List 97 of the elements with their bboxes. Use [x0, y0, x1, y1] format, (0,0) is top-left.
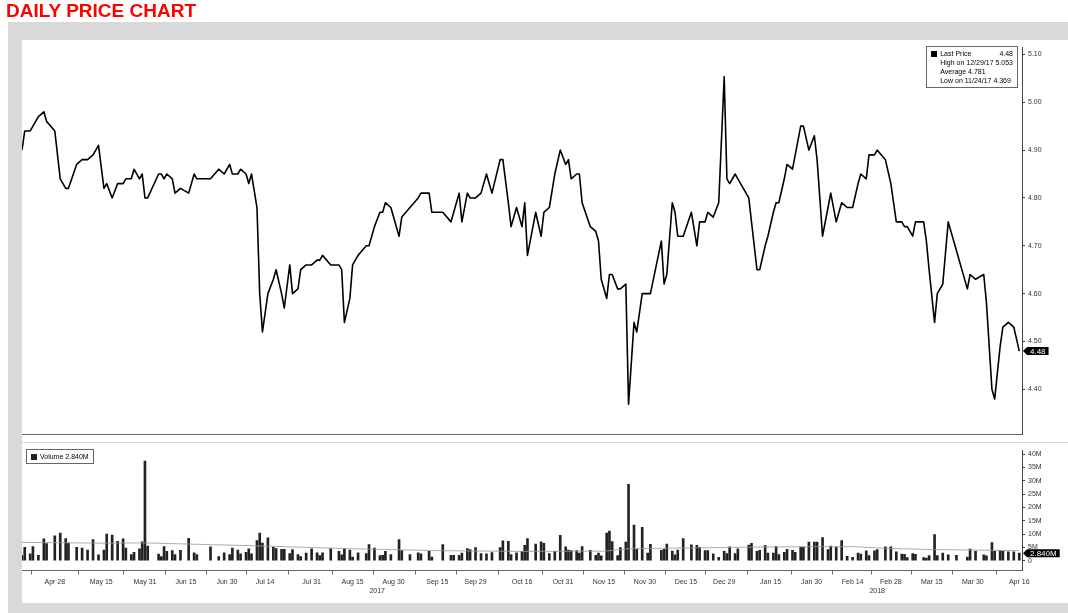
bar: [821, 537, 824, 561]
bar: [282, 548, 286, 561]
bar: [608, 530, 611, 561]
bar: [665, 543, 669, 561]
bar: [97, 554, 100, 561]
bar: [105, 533, 109, 561]
bar: [588, 550, 592, 561]
bar: [840, 540, 843, 561]
bar: [922, 557, 925, 561]
bar: [864, 550, 868, 561]
bar: [933, 534, 936, 561]
bar: [851, 556, 854, 561]
bar: [564, 546, 568, 561]
bar: [649, 543, 652, 561]
bar: [640, 527, 644, 561]
bar: [157, 553, 160, 561]
bar: [547, 553, 551, 561]
bar: [553, 551, 557, 561]
bar: [1012, 551, 1016, 561]
bar: [239, 553, 242, 561]
bar: [67, 542, 70, 561]
bar: [575, 550, 578, 561]
bar: [834, 546, 838, 561]
bar: [884, 546, 887, 561]
bar: [941, 552, 945, 561]
bar: [1017, 552, 1021, 561]
bar: [829, 545, 833, 561]
bar: [569, 550, 573, 561]
bar: [594, 555, 598, 561]
bar: [914, 554, 917, 561]
bar: [179, 550, 182, 561]
bar: [170, 550, 174, 561]
bar: [567, 549, 570, 561]
bar: [23, 547, 27, 561]
bar: [526, 538, 529, 561]
bar: [75, 547, 78, 561]
bar: [58, 532, 62, 561]
bar: [343, 548, 346, 561]
bar: [597, 552, 600, 561]
bar: [64, 538, 68, 561]
bar: [711, 553, 715, 561]
bar: [280, 548, 283, 561]
bar: [217, 556, 221, 561]
bar: [670, 550, 674, 561]
bar: [599, 555, 603, 561]
bar: [974, 551, 977, 561]
bar: [485, 553, 488, 561]
bar: [799, 546, 803, 561]
bar: [86, 549, 89, 561]
annotation: 4.48: [1030, 346, 1047, 356]
bar: [373, 547, 376, 561]
bar: [717, 556, 721, 561]
bar: [676, 549, 680, 561]
annotation: 2.840M: [1030, 548, 1058, 558]
bar: [258, 532, 262, 561]
bar: [45, 543, 48, 561]
bar: [875, 549, 879, 561]
bar: [900, 553, 904, 561]
bar: [791, 550, 794, 561]
bar: [873, 550, 876, 561]
bar: [894, 551, 898, 561]
bar: [515, 552, 518, 561]
bar: [310, 548, 313, 561]
bar: [441, 544, 445, 561]
bar: [627, 483, 630, 561]
bar: [1007, 551, 1010, 561]
bar: [619, 547, 622, 561]
bar: [37, 555, 40, 561]
bar: [291, 549, 294, 561]
bar: [772, 552, 775, 561]
bar: [116, 540, 119, 561]
bar: [321, 552, 324, 561]
bar: [802, 546, 805, 561]
bar: [138, 548, 141, 561]
bar: [209, 546, 212, 561]
bar: [384, 551, 387, 561]
bar: [558, 535, 562, 561]
bar: [903, 554, 906, 561]
bar: [187, 538, 190, 561]
bar: [911, 553, 915, 561]
bar: [681, 538, 685, 561]
bar: [53, 535, 57, 561]
bar: [905, 557, 909, 561]
bar: [955, 555, 958, 561]
bar: [222, 552, 226, 561]
bar: [982, 554, 986, 561]
bar: [231, 547, 234, 561]
bar: [793, 551, 797, 561]
bar: [534, 543, 537, 561]
bar: [946, 554, 950, 561]
bar: [288, 553, 292, 561]
bar: [329, 548, 333, 561]
bar: [747, 544, 751, 561]
bar: [985, 555, 988, 561]
bar: [507, 540, 510, 561]
bar: [605, 532, 609, 561]
chart-title: DAILY PRICE CHART: [6, 0, 197, 22]
